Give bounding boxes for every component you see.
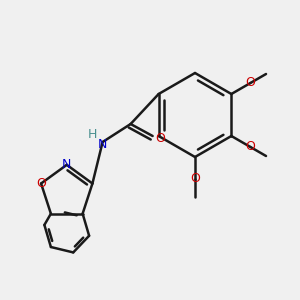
Text: H: H xyxy=(88,128,97,140)
Text: O: O xyxy=(190,172,200,185)
Text: O: O xyxy=(156,131,166,145)
Text: N: N xyxy=(62,158,71,171)
Text: O: O xyxy=(36,177,46,190)
Text: O: O xyxy=(245,140,255,154)
Text: O: O xyxy=(245,76,255,89)
Text: N: N xyxy=(98,137,107,151)
